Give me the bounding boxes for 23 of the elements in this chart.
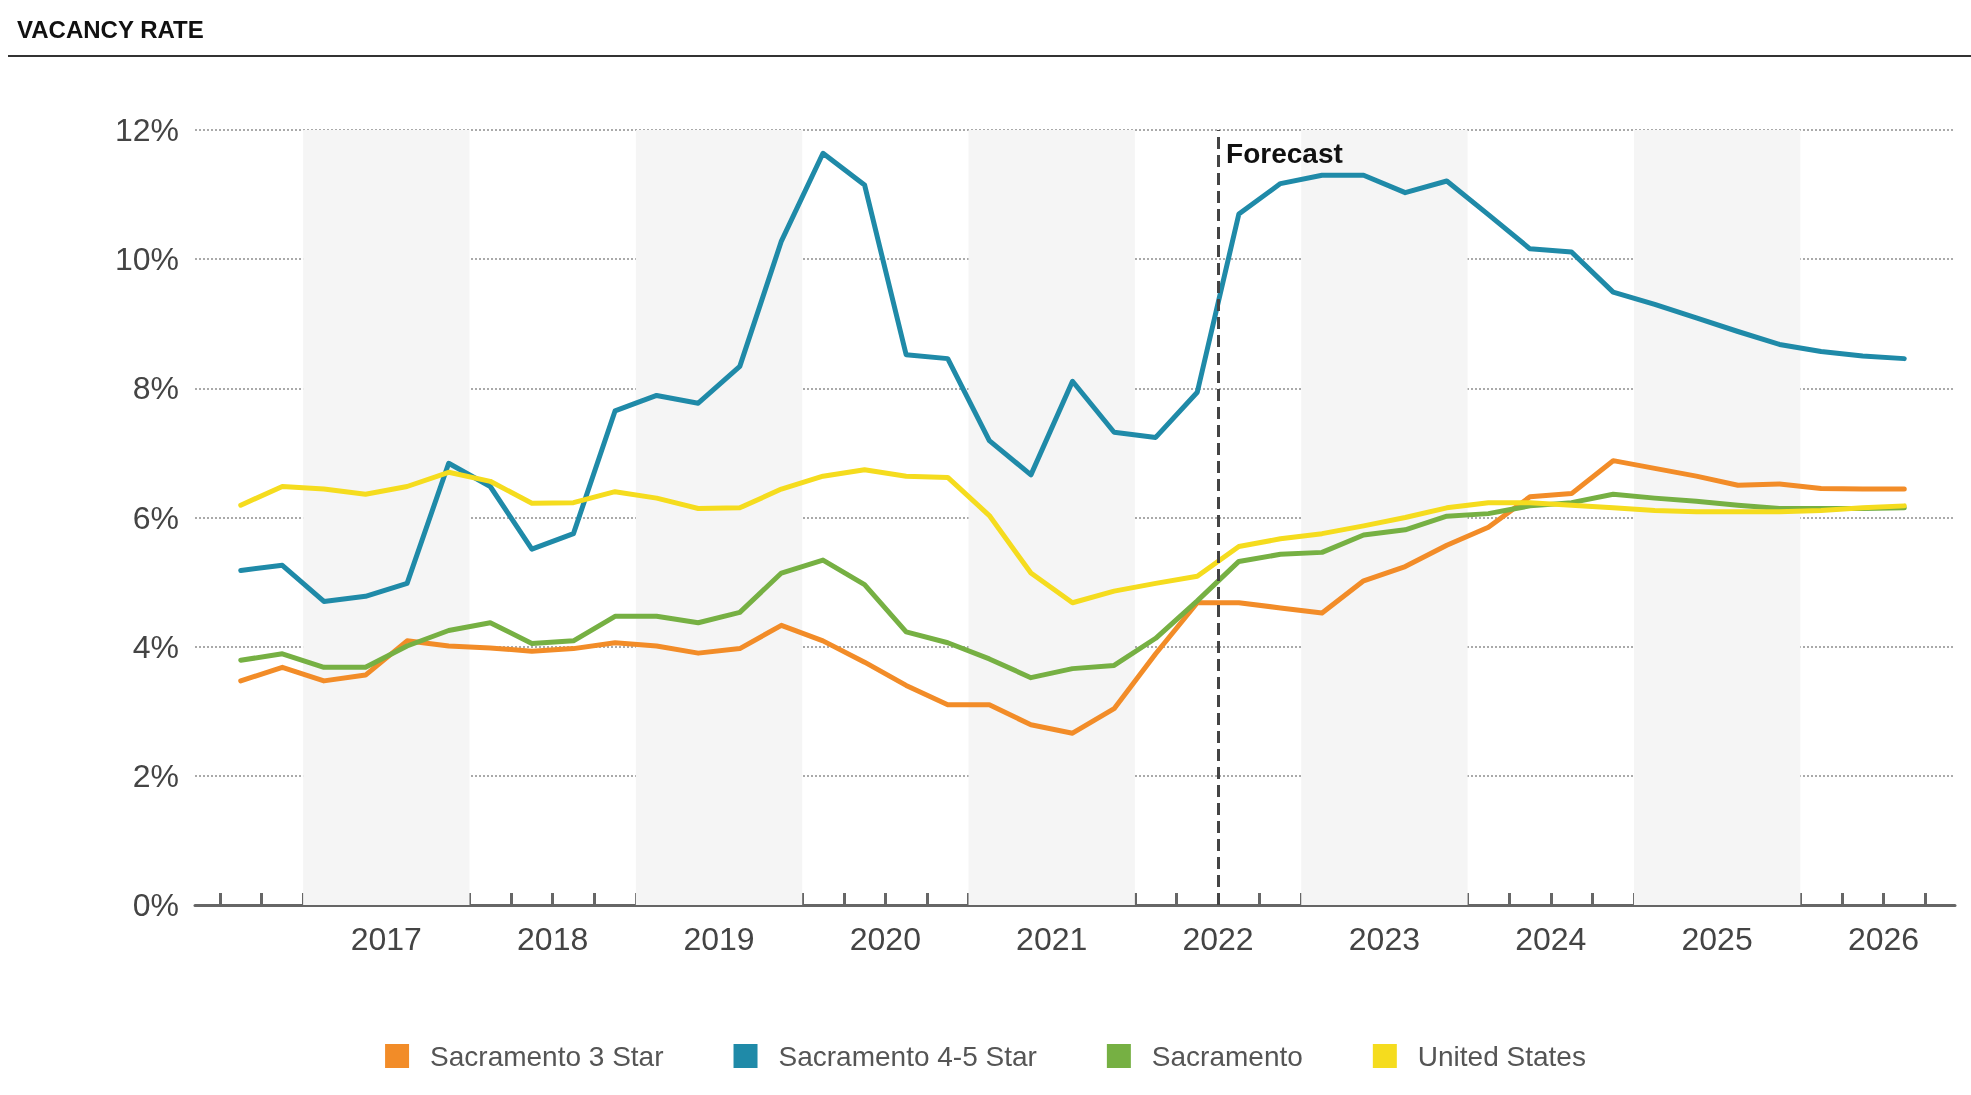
x-tick-label: 2024 <box>1515 921 1587 957</box>
y-tick-label: 2% <box>132 757 179 794</box>
y-tick-label: 12% <box>114 112 179 148</box>
y-tick-label: 8% <box>132 370 179 407</box>
x-tick-label: 2021 <box>1016 921 1088 957</box>
y-tick-label: 0% <box>132 887 179 923</box>
chart-title: VACANCY RATE <box>17 15 204 43</box>
x-tick-label: 2022 <box>1182 921 1254 957</box>
x-tick-label: 2018 <box>517 921 589 957</box>
y-tick-label: 6% <box>132 499 179 536</box>
legend-label: Sacramento <box>1151 1040 1303 1072</box>
x-tick-label: 2019 <box>683 921 755 957</box>
legend-label: Sacramento 4-5 Star <box>778 1040 1037 1072</box>
legend-label: Sacramento 3 Star <box>430 1040 664 1072</box>
legend-label: United States <box>1417 1040 1586 1072</box>
x-tick-label: 2025 <box>1681 921 1753 957</box>
y-tick-label: 10% <box>114 241 179 278</box>
ref-line-label: Forecast <box>1226 137 1343 169</box>
y-tick-label: 4% <box>132 628 179 665</box>
x-tick-label: 2026 <box>1847 921 1920 957</box>
x-tick-label: 2017 <box>350 921 422 957</box>
x-tick-label: 2020 <box>849 921 921 957</box>
x-tick-label: 2023 <box>1348 921 1421 957</box>
